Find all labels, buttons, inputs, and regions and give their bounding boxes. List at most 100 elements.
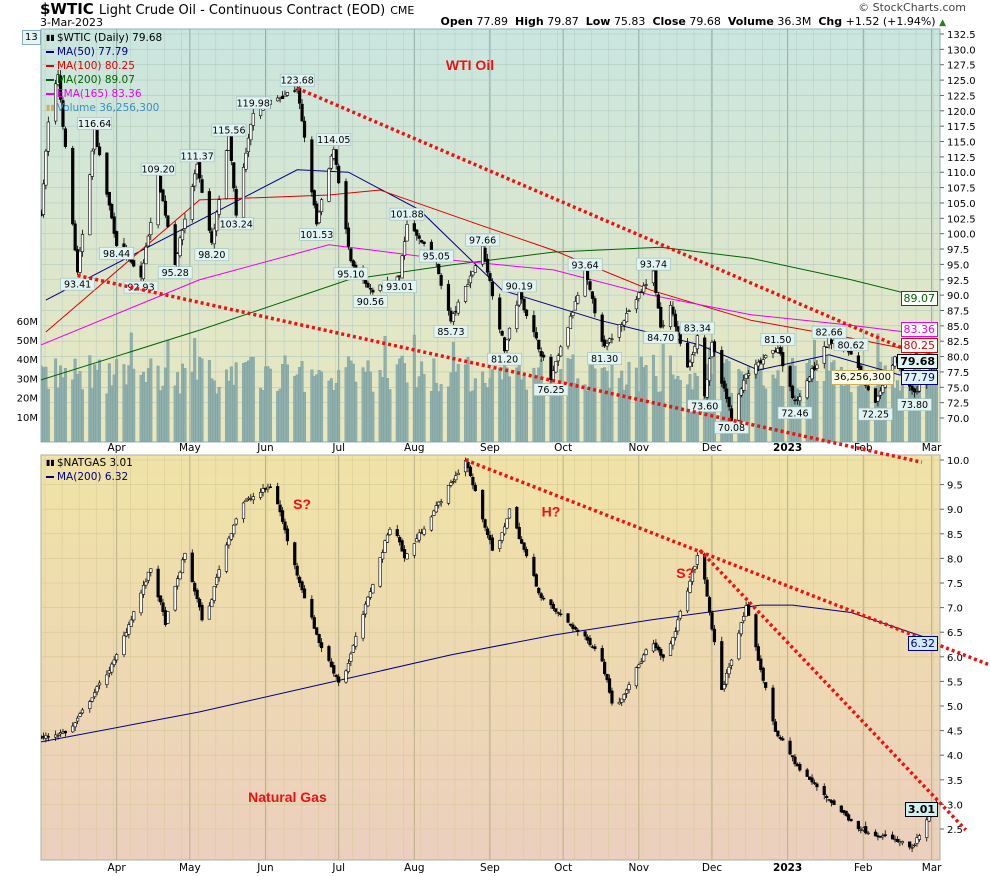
volume-bar: [334, 383, 338, 442]
candle-down: [280, 95, 285, 100]
volume-bar: [610, 365, 614, 442]
price-annotation: 90.56: [357, 297, 384, 308]
candle-down: [319, 642, 324, 649]
candle-up: [422, 528, 426, 535]
candle-down: [481, 489, 485, 520]
low-value: 75.83: [613, 15, 646, 28]
volume-tag: 36,256,300: [830, 370, 894, 385]
volume-bar: [264, 366, 267, 442]
price-annotation-box: [316, 133, 352, 146]
volume-bar: [671, 374, 675, 442]
candlestick-icon: ▮▮: [46, 33, 55, 42]
candle-up: [639, 661, 643, 664]
candle-down: [110, 204, 114, 219]
natgas-ma200-swatch: [46, 476, 54, 478]
volume-bar: [686, 384, 690, 442]
candle-up: [915, 391, 919, 394]
candle-down: [788, 366, 792, 387]
volume-bar: [600, 368, 604, 442]
y-tick-label: 102.5: [947, 214, 976, 225]
volume-bar: [110, 385, 114, 442]
candle-up: [276, 97, 280, 102]
volume-bar: [371, 391, 375, 442]
y-tick-label: 10.0: [947, 456, 969, 467]
candle-down: [583, 631, 587, 637]
volume-bar: [142, 372, 145, 442]
price-annotation: 101.53: [300, 230, 333, 241]
candle-down: [549, 356, 553, 381]
y-tick-label: 85.0: [947, 322, 969, 333]
candle-down: [315, 627, 319, 635]
candle-up: [90, 697, 94, 702]
x-tick-label: Feb: [854, 862, 873, 874]
volume-bar: [232, 384, 236, 442]
candle-up: [671, 637, 675, 646]
volume-bar: [471, 390, 475, 442]
x-tick-label: Oct: [554, 862, 572, 874]
candle-up: [622, 694, 626, 700]
candle-up: [122, 635, 126, 655]
candle-down: [415, 229, 419, 236]
candle-down: [337, 676, 341, 683]
candle-down: [344, 181, 348, 230]
price-annotation-box: [235, 96, 271, 110]
x-tick-label: Nov: [629, 442, 650, 454]
volume-bar: [537, 367, 541, 442]
volume-bar: [642, 367, 646, 442]
open-label: Open: [440, 15, 474, 28]
candle-up: [110, 663, 114, 673]
volume-bar: [283, 355, 287, 442]
volume-bar: [620, 370, 624, 442]
candle-up: [627, 310, 631, 312]
y-tick-label: 9.0: [947, 505, 963, 516]
candle-up: [881, 835, 885, 838]
price-annotation-box: [333, 267, 369, 281]
candle-up: [76, 717, 80, 722]
candle-down: [158, 175, 163, 193]
price-annotation-box: [194, 248, 230, 262]
volume-bar: [522, 374, 526, 442]
volume-bar: [644, 365, 648, 442]
candle-up: [622, 320, 626, 326]
candle-up: [617, 324, 621, 338]
price-annotation-box: [211, 123, 247, 137]
candle-up: [642, 654, 646, 662]
volume-bar: [520, 379, 524, 442]
stockcharts-brand[interactable]: © StockCharts.com: [858, 1, 966, 14]
oil-legend: ▮▮ $WTIC (Daily) 79.68 MA(50) 77.79 MA(10…: [46, 31, 162, 115]
candle-up: [378, 557, 382, 587]
volume-bar: [95, 369, 99, 442]
candle-down: [793, 756, 797, 765]
candle-up: [673, 631, 677, 638]
x-tick-label: Oct: [554, 442, 572, 454]
ma50-swatch: [46, 51, 54, 53]
candle-down: [473, 484, 477, 491]
volume-bar: [415, 387, 419, 442]
candle-up: [176, 578, 180, 587]
candle-up: [166, 611, 170, 624]
volume-bar: [41, 365, 43, 442]
volume-bar: [551, 392, 555, 442]
candle-up: [742, 616, 746, 622]
legend-ma200-label: MA(200) 89.07: [57, 74, 135, 86]
price-annotation-box: [99, 246, 134, 260]
overlay-ma100: [45, 189, 937, 356]
volume-bar: [437, 391, 441, 442]
price-annotation-box: [687, 399, 722, 413]
candle-down: [827, 799, 831, 801]
candle-down: [759, 658, 763, 670]
candle-down: [844, 810, 848, 816]
symbol: $WTIC: [40, 0, 94, 18]
candle-up: [515, 304, 519, 329]
candle-up: [380, 552, 385, 560]
candle-down: [654, 642, 658, 649]
candle-down: [539, 351, 543, 357]
candle-down: [517, 526, 521, 540]
candle-down: [485, 258, 490, 273]
candle-up: [739, 388, 743, 396]
candle-down: [856, 820, 860, 830]
candle-up: [97, 682, 102, 686]
y-tick-label: 90.0: [947, 291, 969, 302]
volume-bar: [144, 382, 148, 442]
candle-down: [778, 347, 782, 354]
